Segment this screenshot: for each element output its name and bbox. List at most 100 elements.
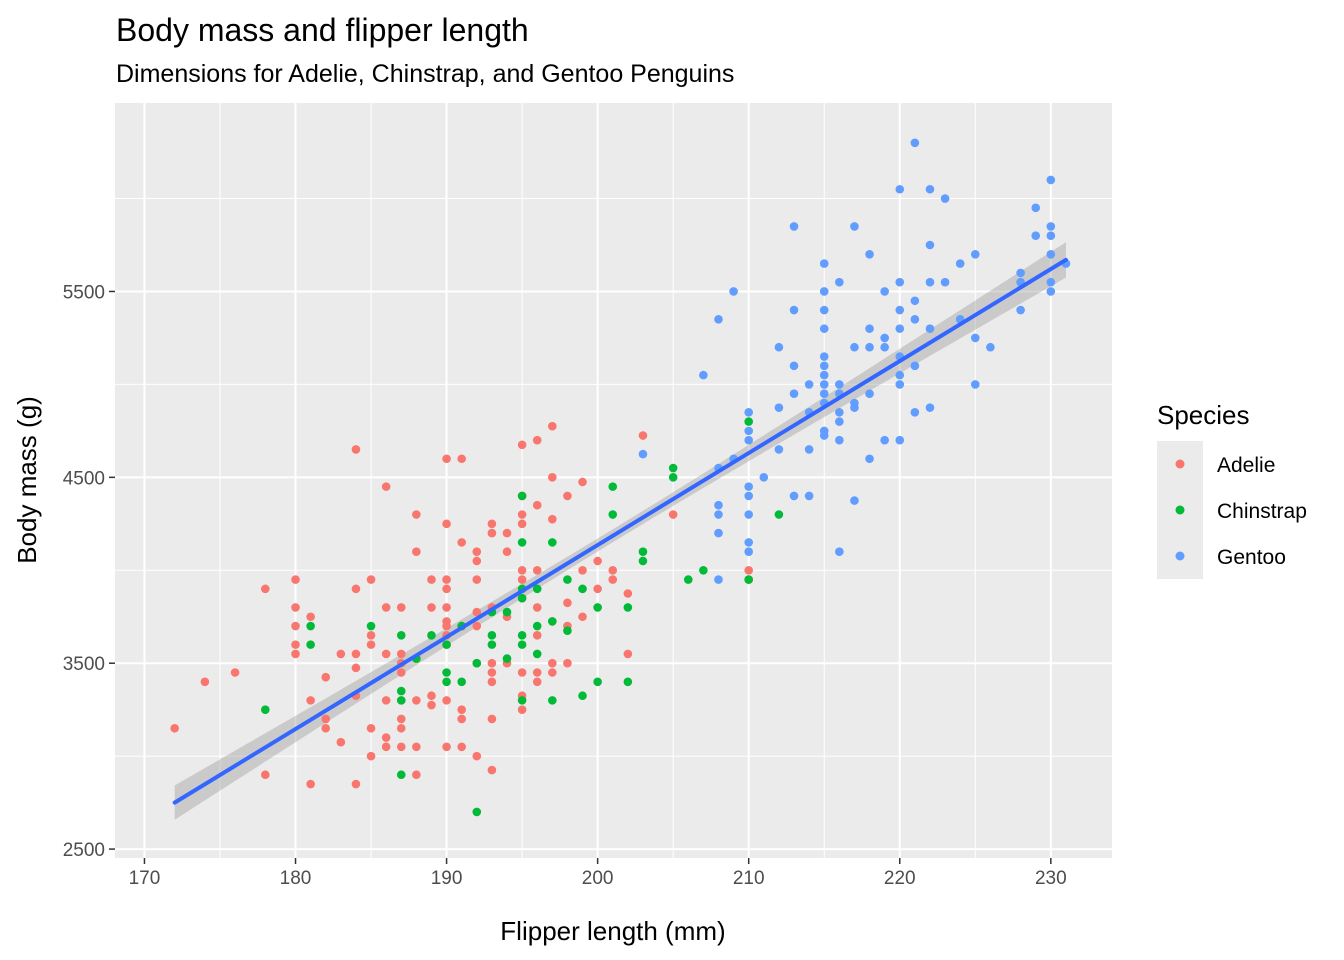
- point-gentoo: [1046, 287, 1056, 296]
- point-gentoo: [835, 277, 844, 287]
- point-gentoo: [714, 528, 723, 538]
- point-adelie: [532, 668, 542, 677]
- point-gentoo: [925, 324, 935, 333]
- point-gentoo: [804, 380, 814, 389]
- point-gentoo: [865, 249, 874, 259]
- point-gentoo: [895, 324, 905, 333]
- point-adelie: [532, 565, 542, 575]
- point-gentoo: [850, 342, 859, 352]
- point-gentoo: [1016, 305, 1025, 315]
- point-adelie: [381, 649, 391, 659]
- point-gentoo: [850, 496, 859, 505]
- point-gentoo: [819, 370, 829, 380]
- point-adelie: [548, 668, 557, 677]
- point-gentoo: [789, 222, 799, 231]
- point-gentoo: [1031, 231, 1041, 241]
- point-chinstrap: [396, 686, 406, 696]
- grid-major: [115, 103, 1112, 858]
- data-points: [170, 138, 1071, 817]
- point-gentoo: [744, 426, 753, 436]
- point-chinstrap: [517, 491, 527, 501]
- point-chinstrap: [487, 640, 497, 649]
- point-chinstrap: [744, 417, 753, 426]
- point-adelie: [563, 658, 572, 668]
- point-chinstrap: [442, 677, 451, 687]
- point-adelie: [517, 519, 527, 529]
- point-adelie: [623, 589, 633, 598]
- point-gentoo: [714, 500, 723, 510]
- y-axis-title: Body mass (g): [12, 396, 42, 564]
- point-adelie: [396, 603, 406, 612]
- point-gentoo: [970, 249, 980, 259]
- point-chinstrap: [668, 463, 678, 473]
- point-gentoo: [1046, 249, 1056, 259]
- point-gentoo: [744, 538, 753, 547]
- point-gentoo: [789, 491, 799, 501]
- point-chinstrap: [517, 538, 527, 547]
- point-chinstrap: [548, 617, 557, 626]
- point-adelie: [442, 621, 451, 631]
- point-chinstrap: [306, 621, 315, 631]
- point-gentoo: [714, 510, 723, 519]
- point-adelie: [366, 575, 376, 584]
- point-chinstrap: [472, 807, 482, 817]
- point-gentoo: [1046, 222, 1056, 231]
- point-chinstrap: [442, 640, 451, 649]
- point-gentoo: [970, 380, 980, 389]
- point-adelie: [487, 668, 497, 677]
- point-adelie: [487, 658, 497, 668]
- point-adelie: [351, 649, 361, 659]
- point-gentoo: [774, 342, 784, 352]
- point-gentoo: [940, 277, 950, 287]
- point-chinstrap: [396, 696, 406, 705]
- point-adelie: [427, 691, 436, 701]
- point-gentoo: [895, 370, 905, 380]
- point-chinstrap: [744, 575, 753, 584]
- point-adelie: [502, 547, 512, 556]
- point-gentoo: [880, 435, 889, 445]
- point-adelie: [427, 603, 436, 612]
- point-gentoo: [819, 259, 829, 268]
- point-gentoo: [1031, 203, 1041, 213]
- legend: Species Adelie Chinstrap Gentoo: [1157, 400, 1307, 579]
- point-chinstrap: [532, 584, 542, 594]
- point-gentoo: [819, 431, 829, 440]
- point-adelie: [578, 477, 587, 487]
- point-adelie: [472, 751, 482, 761]
- point-gentoo: [925, 403, 935, 412]
- point-gentoo: [865, 342, 874, 352]
- point-adelie: [608, 575, 618, 584]
- point-adelie: [548, 658, 557, 668]
- point-chinstrap: [366, 621, 376, 631]
- point-chinstrap: [683, 575, 693, 584]
- point-adelie: [563, 598, 572, 608]
- point-gentoo: [744, 482, 753, 491]
- point-adelie: [502, 528, 512, 538]
- point-gentoo: [744, 510, 753, 519]
- point-adelie: [381, 482, 391, 491]
- point-adelie: [487, 677, 497, 687]
- point-chinstrap: [668, 473, 678, 482]
- point-chinstrap: [532, 621, 542, 631]
- point-adelie: [608, 565, 618, 575]
- legend-key-adelie: [1175, 459, 1185, 469]
- point-gentoo: [850, 222, 859, 231]
- point-adelie: [623, 649, 633, 659]
- point-adelie: [412, 510, 421, 519]
- point-adelie: [351, 445, 361, 454]
- point-gentoo: [744, 435, 753, 445]
- point-chinstrap: [563, 575, 572, 584]
- point-chinstrap: [517, 631, 527, 640]
- point-chinstrap: [517, 640, 527, 649]
- point-adelie: [548, 514, 557, 524]
- legend-title: Species: [1157, 400, 1250, 430]
- point-adelie: [351, 779, 361, 789]
- point-chinstrap: [774, 510, 784, 519]
- point-adelie: [200, 677, 210, 687]
- point-adelie: [261, 770, 270, 780]
- point-adelie: [532, 677, 542, 687]
- point-chinstrap: [261, 705, 270, 714]
- point-adelie: [381, 696, 391, 705]
- x-tick-label: 200: [582, 868, 614, 889]
- point-chinstrap: [623, 603, 633, 612]
